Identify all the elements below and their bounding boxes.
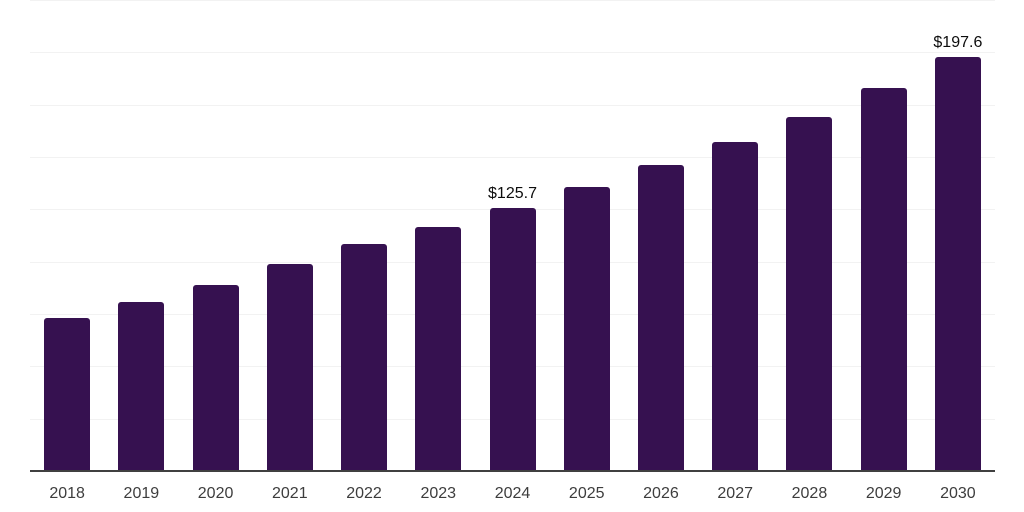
x-axis-tick-label-2018: 2018	[49, 485, 85, 502]
bar-2023	[415, 227, 462, 471]
x-axis-tick-label-2026: 2026	[643, 485, 679, 502]
x-axis-tick-label-2028: 2028	[791, 485, 828, 502]
gridline	[30, 0, 995, 1]
x-axis-tick-label-2029: 2029	[865, 485, 902, 502]
bar-value-label-2024: $125.7	[488, 184, 537, 202]
bar-2028	[786, 117, 833, 471]
gridline	[30, 157, 995, 158]
bar-value-label-2030: $197.6	[933, 34, 983, 52]
bar-2020	[192, 285, 239, 471]
plot-area: $125.7 $197.6	[30, 0, 995, 471]
bar-2030	[934, 57, 981, 471]
bar-2025	[563, 187, 610, 471]
bar-2029	[860, 88, 907, 471]
bar-2018	[44, 318, 91, 471]
x-axis-tick-label-2025: 2025	[568, 485, 605, 502]
bar-2019	[118, 301, 165, 471]
x-axis-tick-label-2023: 2023	[420, 485, 457, 502]
bar-2024	[489, 207, 536, 471]
bar-2027	[712, 142, 759, 471]
x-axis-tick-label-2030: 2030	[940, 485, 976, 502]
gridline	[30, 52, 995, 54]
x-axis-tick-label-2022: 2022	[346, 485, 382, 502]
bar-2022	[341, 244, 388, 471]
x-axis-labels: 2018 2019 2020 2021 2022 2023 2024 2025 2026 2027…	[0, 485, 1024, 505]
x-axis-tick-label-2020: 2020	[197, 485, 234, 502]
x-axis-tick-label-2019: 2019	[123, 485, 160, 502]
bar-2026	[637, 165, 684, 471]
x-axis-tick-label-2024: 2024	[494, 485, 531, 502]
bar-2021	[266, 264, 313, 471]
x-axis-line	[30, 470, 995, 472]
x-axis-tick-label-2027: 2027	[717, 485, 753, 502]
x-axis-tick-label-2021: 2021	[272, 485, 308, 502]
gridline	[30, 104, 995, 106]
